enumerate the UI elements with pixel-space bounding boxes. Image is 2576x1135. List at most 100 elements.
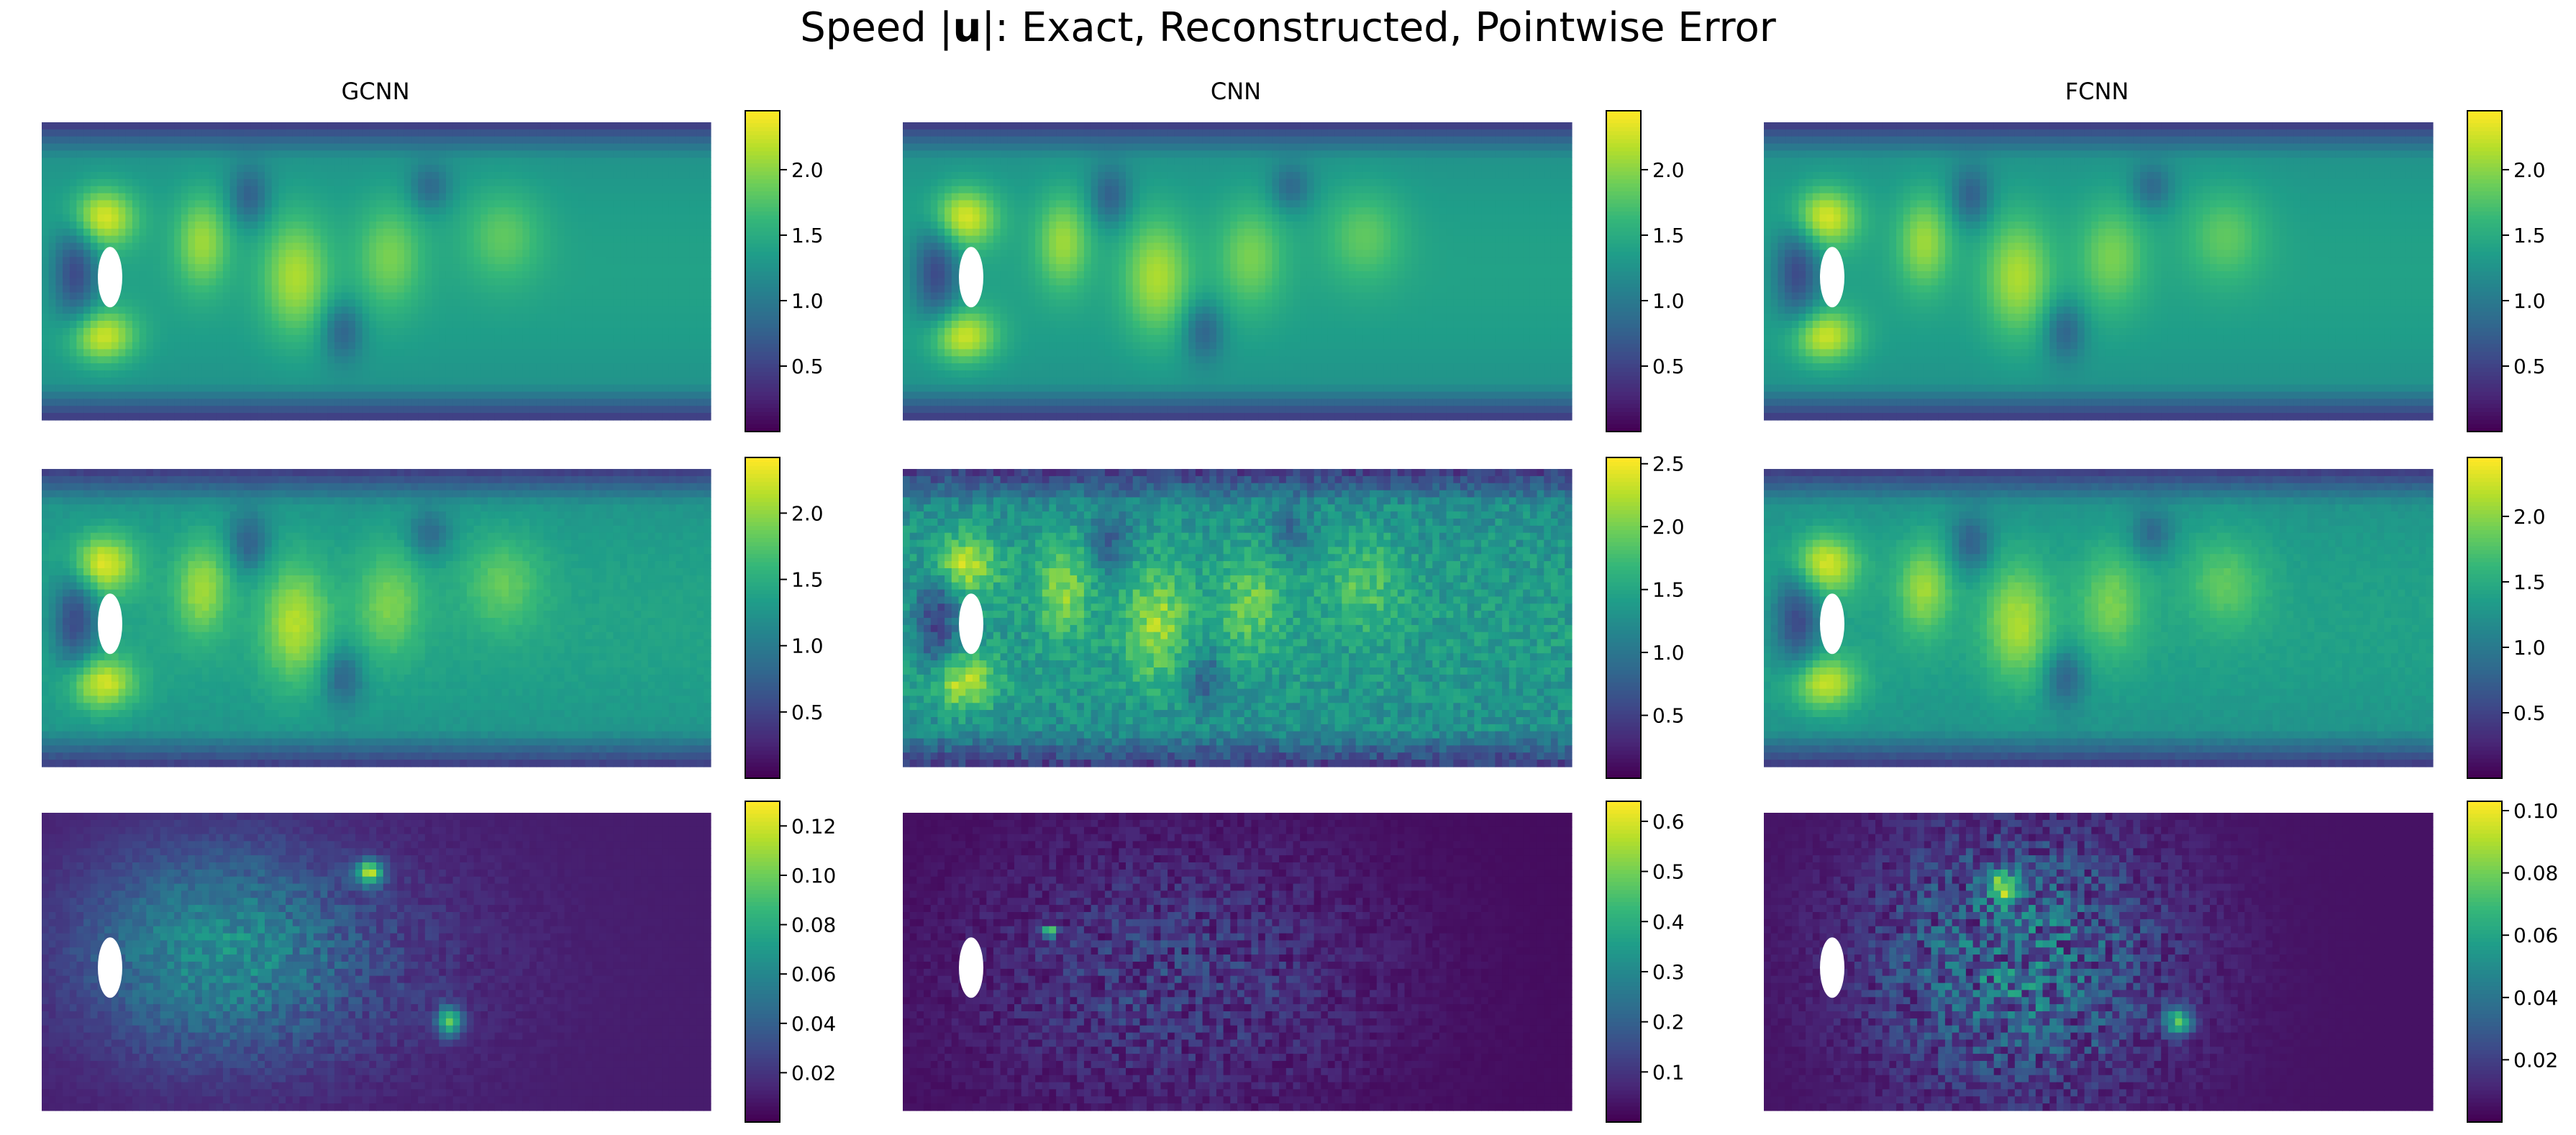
heatmap-cell: [70, 370, 77, 378]
heatmap-cell: [1362, 165, 1370, 173]
heatmap-cell: [278, 314, 286, 322]
heatmap-cell: [704, 392, 711, 400]
heatmap-cell: [286, 349, 293, 357]
heatmap-cell: [488, 236, 495, 244]
heatmap-cell: [690, 236, 697, 244]
heatmap-cell: [383, 264, 391, 272]
heatmap-cell: [481, 370, 488, 378]
heatmap-cell: [91, 293, 98, 301]
heatmap-cell: [586, 356, 593, 364]
heatmap-cell: [578, 321, 586, 329]
heatmap-cell: [613, 370, 620, 378]
heatmap-cell: [237, 129, 244, 137]
heatmap-cell: [627, 385, 634, 393]
heatmap-cell: [488, 257, 495, 265]
heatmap-cell: [641, 158, 648, 165]
heatmap-cell: [1077, 129, 1084, 137]
heatmap-cell: [42, 150, 49, 158]
heatmap-cell: [223, 314, 230, 322]
heatmap-cell: [202, 250, 209, 257]
heatmap-cell: [63, 200, 70, 208]
heatmap-cell: [49, 378, 56, 386]
heatmap-cell: [251, 271, 258, 279]
heatmap-cell: [467, 406, 474, 414]
heatmap-cell: [397, 236, 404, 244]
heatmap-cell: [655, 406, 663, 414]
heatmap-cell: [592, 150, 599, 158]
heatmap-cell: [648, 271, 655, 279]
heatmap-cell: [1537, 172, 1544, 180]
heatmap-cell: [390, 214, 397, 222]
heatmap-cell: [606, 370, 614, 378]
heatmap-cell: [104, 172, 111, 180]
heatmap-cell: [516, 165, 523, 173]
heatmap-cell: [63, 264, 70, 272]
heatmap-cell: [1467, 144, 1475, 152]
heatmap-cell: [537, 207, 544, 215]
heatmap-cell: [683, 122, 690, 130]
heatmap-cell: [571, 257, 578, 265]
heatmap-cell: [1495, 144, 1502, 152]
heatmap-cell: [1342, 137, 1349, 145]
heatmap-cell: [327, 214, 334, 222]
heatmap-cell: [230, 314, 237, 322]
heatmap-cell: [1168, 172, 1175, 180]
heatmap-cell: [411, 186, 418, 194]
heatmap-cell: [1196, 122, 1203, 130]
heatmap-cell: [237, 278, 244, 286]
heatmap-cell: [140, 144, 147, 152]
heatmap-cell: [258, 229, 265, 237]
heatmap-cell: [321, 257, 328, 265]
heatmap-cell: [348, 293, 355, 301]
heatmap-cell: [376, 200, 383, 208]
heatmap-cell: [662, 385, 669, 393]
heatmap-cell: [390, 278, 397, 286]
colorbar-segment: [745, 175, 780, 179]
heatmap-cell: [390, 378, 397, 386]
heatmap-cell: [1244, 129, 1252, 137]
heatmap-cell: [627, 342, 634, 350]
heatmap-cell: [662, 392, 669, 400]
heatmap-cell: [1488, 144, 1496, 152]
heatmap-cell: [945, 179, 952, 187]
heatmap-cell: [544, 314, 551, 322]
heatmap-cell: [1119, 172, 1126, 180]
heatmap-cell: [432, 236, 440, 244]
heatmap-cell: [501, 250, 509, 257]
heatmap-cell: [42, 378, 49, 386]
heatmap-cell: [634, 349, 641, 357]
heatmap-cell: [363, 129, 370, 137]
heatmap-cell: [1523, 129, 1530, 137]
heatmap-cell: [55, 250, 63, 257]
heatmap-cell: [460, 257, 467, 265]
heatmap-cell: [565, 335, 572, 343]
heatmap-cell: [1196, 158, 1203, 165]
heatmap-cell: [509, 165, 516, 173]
heatmap-cell: [1084, 122, 1091, 130]
heatmap-cell: [348, 321, 355, 329]
heatmap-cell: [237, 306, 244, 314]
heatmap-cell: [125, 207, 132, 215]
heatmap-cell: [63, 392, 70, 400]
heatmap-cell: [509, 356, 516, 364]
heatmap-cell: [418, 398, 425, 406]
heatmap-cell: [1063, 144, 1070, 152]
heatmap-cell: [202, 392, 209, 400]
heatmap-cell: [1432, 144, 1439, 152]
heatmap-cell: [404, 122, 411, 130]
heatmap-cell: [662, 172, 669, 180]
heatmap-cell: [223, 144, 230, 152]
heatmap-cell: [397, 321, 404, 329]
heatmap-cell: [1467, 158, 1475, 165]
heatmap-cell: [390, 271, 397, 279]
heatmap-cell: [1516, 122, 1524, 130]
heatmap-cell: [251, 385, 258, 393]
heatmap-cell: [641, 306, 648, 314]
heatmap-cell: [495, 222, 502, 229]
heatmap-cell: [1439, 122, 1447, 130]
heatmap-cell: [1474, 158, 1481, 165]
heatmap-cell: [265, 129, 272, 137]
heatmap-cell: [432, 214, 440, 222]
heatmap-cell: [98, 328, 105, 336]
heatmap-cell: [1091, 137, 1098, 145]
